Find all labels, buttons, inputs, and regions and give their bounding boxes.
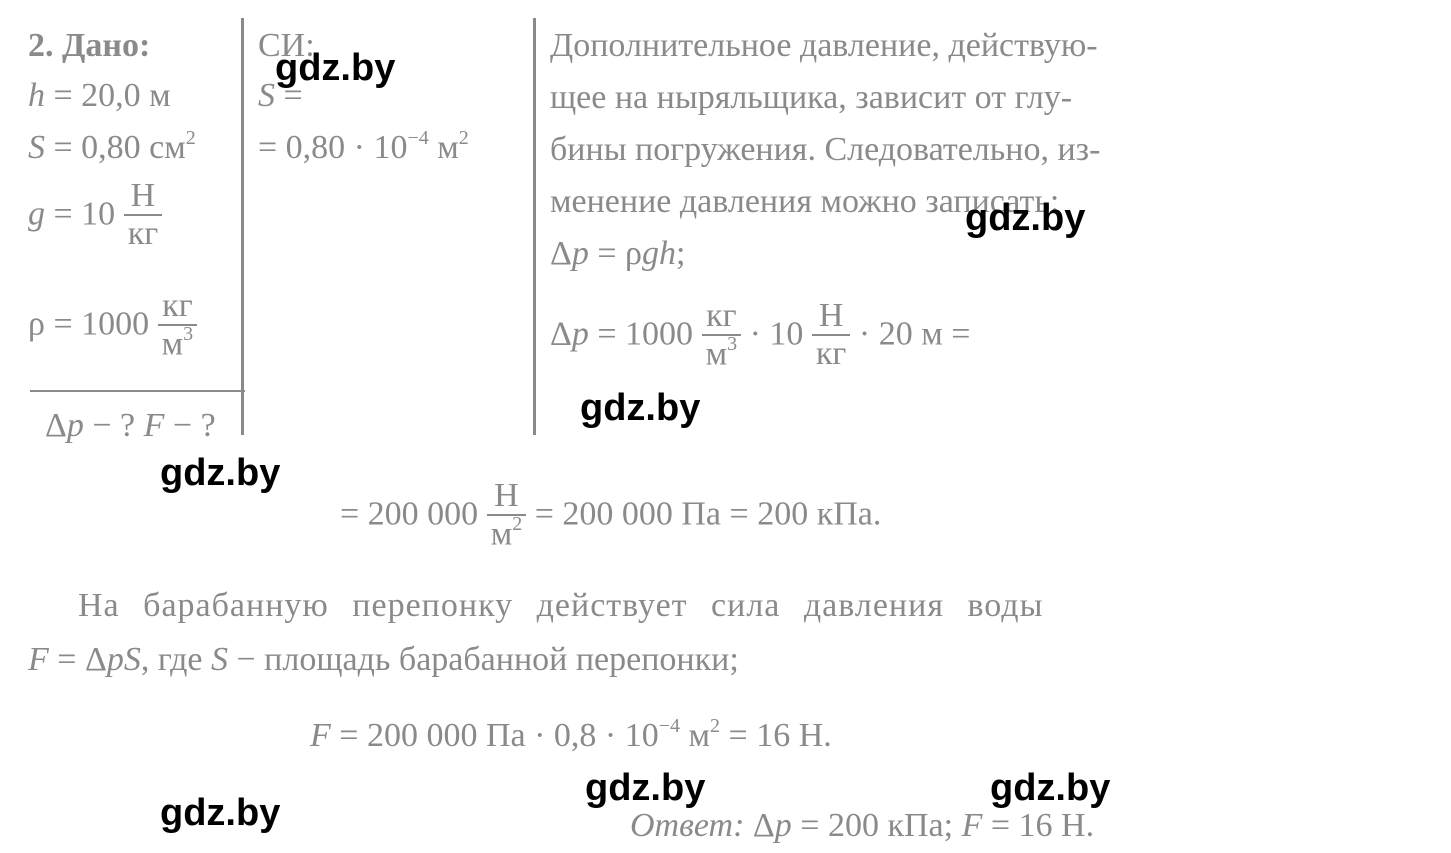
var-p: p [67, 407, 84, 444]
var-p: p [572, 235, 589, 272]
eq4-a: = 200 000 Па · 0,8 · 10 [331, 717, 659, 754]
frac-den: кг [124, 214, 162, 252]
si-S-post: м [429, 129, 459, 166]
eq1-mid: = ρ [589, 235, 642, 272]
frac-num: кг [158, 288, 198, 324]
given-rho-eq: = 1000 [45, 306, 158, 343]
answer-a: Δ [744, 807, 774, 844]
frac-num: Н [124, 178, 162, 214]
var-g: g [28, 195, 45, 232]
eq2-frac1: кгм3 [702, 298, 742, 372]
given-find: Δp − ? F − ? [45, 400, 216, 451]
watermark: gdz.by [160, 785, 280, 842]
var-F: F [310, 717, 331, 754]
delta: Δ [550, 235, 572, 272]
solution-eq1: Δp = ρgh; [550, 228, 685, 279]
eq2-mid2: · 20 м = [850, 316, 970, 353]
var-F: F [962, 807, 983, 844]
given-rho: ρ = 1000 кгм3 [28, 290, 197, 364]
frac-den-sup: 3 [727, 333, 737, 355]
frac-den-pre: м [706, 335, 728, 372]
var-S2: S [211, 641, 228, 678]
delta: Δ [45, 407, 67, 444]
solution-eq4: F = 200 000 Па · 0,8 · 10−4 м2 = 16 Н. [310, 710, 832, 761]
delta: Δ [550, 316, 572, 353]
separator-si-solution [533, 18, 536, 435]
frac-den-sup: 2 [512, 513, 522, 535]
solution-p3: бины погружения. Следовательно, из- [550, 124, 1100, 175]
physics-solution-page: 2. Дано: h = 20,0 м S = 0,80 см2 g = 10 … [0, 0, 1451, 853]
given-g: g = 10 Нкг [28, 180, 162, 253]
given-S-value: = 0,80 см [45, 129, 186, 166]
var-S: S [28, 129, 45, 166]
eq4-b: м [680, 717, 710, 754]
solution-eq2: Δp = 1000 кгм3 · 10 Нкг · 20 м = [550, 300, 970, 374]
solution-p6: F = ΔpS, где S − площадь барабанной пере… [28, 634, 739, 685]
var-p: p [107, 641, 124, 678]
frac-den-sup: 3 [183, 323, 193, 345]
frac-den: м3 [702, 334, 742, 372]
watermark: gdz.by [990, 760, 1110, 817]
solution-p2: щее на ныряльщика, зависит от глу- [550, 72, 1072, 123]
frac-num: кг [702, 298, 742, 334]
frac-den: м3 [158, 324, 198, 362]
si-S-pre: = 0,80 · 10 [258, 129, 408, 166]
eq4-sup: −4 [659, 715, 680, 737]
given-S: S = 0,80 см2 [28, 122, 196, 173]
var-F: F [144, 407, 165, 444]
watermark: gdz.by [160, 445, 280, 502]
given-title: 2. Дано: [28, 20, 150, 71]
given-rule [30, 390, 245, 392]
p6-c: − площадь барабанной перепонки; [228, 641, 739, 678]
si-S-sup: −4 [408, 127, 429, 149]
var-p: p [775, 807, 792, 844]
watermark: gdz.by [965, 190, 1085, 247]
given-g-frac: Нкг [124, 178, 162, 251]
var-h: h [28, 77, 45, 114]
solution-p1: Дополнительное давление, действую- [550, 20, 1098, 71]
separator-given-si [241, 18, 244, 435]
var-F: F [28, 641, 49, 678]
watermark: gdz.by [275, 40, 395, 97]
watermark: gdz.by [585, 760, 705, 817]
eq1-post: ; [676, 235, 685, 272]
watermark: gdz.by [580, 380, 700, 437]
solution-eq3: = 200 000 Нм2 = 200 000 Па = 200 кПа. [340, 480, 881, 554]
eq3-mid: = 200 000 Па = 200 кПа. [526, 496, 881, 533]
given-rho-frac: кгм3 [158, 288, 198, 362]
solution-p5: На барабанную перепонку действует сила д… [78, 580, 1043, 631]
var-S: S [124, 641, 141, 678]
find-mid: − ? [84, 407, 144, 444]
frac-den: кг [812, 334, 850, 372]
si-S-line2: = 0,80 · 10−4 м2 [258, 122, 469, 173]
frac-den-pre: м [162, 325, 184, 362]
var-h: h [659, 235, 676, 272]
eq2-eq: = 1000 [589, 316, 702, 353]
var-rho: ρ [28, 306, 45, 343]
frac-den-pre: м [491, 515, 513, 552]
given-g-eq: = 10 [45, 195, 124, 232]
frac-num: Н [487, 478, 527, 514]
var-g: g [642, 235, 659, 272]
answer-b: = 200 кПа; [792, 807, 962, 844]
eq3-frac: Нм2 [487, 478, 527, 552]
var-p: p [572, 316, 589, 353]
eq2-mid1: · 10 [741, 316, 812, 353]
eq4-sup2: 2 [710, 715, 720, 737]
eq2-frac2: Нкг [812, 298, 850, 371]
eq4-c: = 16 Н. [720, 717, 832, 754]
si-S-sup2: 2 [459, 127, 469, 149]
frac-den: м2 [487, 514, 527, 552]
frac-num: Н [812, 298, 850, 334]
given-S-sup: 2 [186, 127, 196, 149]
p6-a: = Δ [49, 641, 107, 678]
given-h: h = 20,0 м [28, 70, 171, 121]
given-h-value: = 20,0 м [45, 77, 171, 114]
var-S: S [258, 77, 275, 114]
eq3-pre: = 200 000 [340, 496, 487, 533]
p6-b: , где [141, 641, 211, 678]
find-post: − ? [164, 407, 215, 444]
